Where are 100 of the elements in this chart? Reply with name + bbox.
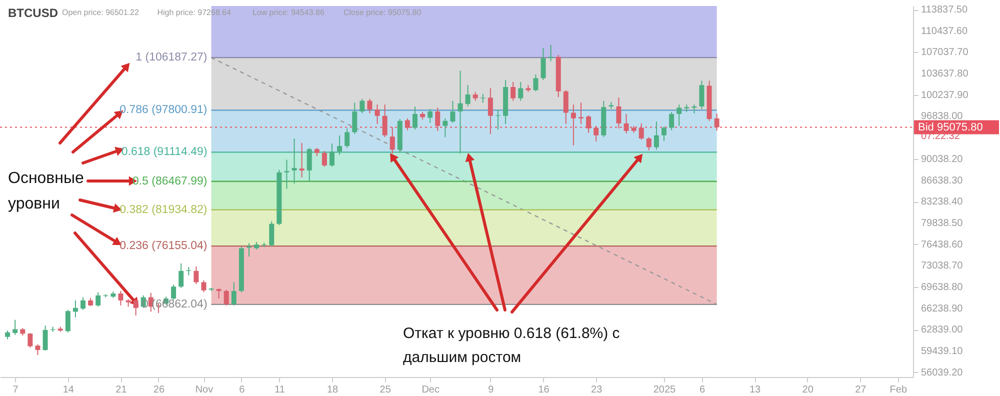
text: 07:22:32: [921, 131, 960, 142]
y-tick-label: 83238.40: [921, 196, 964, 208]
candlestick: [80, 296, 86, 310]
x-tick-label: 26: [153, 384, 165, 396]
y-tick-label: 100237.90: [921, 90, 969, 101]
candlestick: [171, 284, 176, 300]
candlestick: [201, 280, 206, 293]
candlestick: [442, 118, 448, 138]
y-tick-label: 113837.50: [921, 4, 968, 16]
x-tick-label: 23: [591, 384, 603, 396]
candlestick: [662, 126, 666, 142]
candlestick: [284, 159, 290, 190]
y-tick-label: 107037.70: [921, 47, 969, 58]
y-tick-label: 62839.00: [921, 324, 964, 336]
candlestick: [578, 102, 584, 125]
x-tick-label: 7: [12, 384, 19, 396]
annotation: Low price: 94543.86: [252, 8, 325, 17]
candlestick: [450, 100, 456, 124]
ref-line-label: 0.786 (97800.91): [120, 104, 208, 116]
x-tick-label: Dec: [422, 384, 440, 396]
candlestick: [231, 282, 236, 306]
x-tick-label: 2025: [653, 384, 676, 396]
candlestick: [714, 113, 720, 132]
x-tick-label: 27: [855, 384, 867, 396]
candlestick: [676, 104, 682, 126]
ref-line-label: 1 (106187.27): [136, 52, 208, 64]
candlestick: [435, 107, 440, 132]
candlestick: [12, 319, 18, 336]
annotation: Close price: 95075.80: [343, 8, 422, 17]
annotation: Откат к уровню 0.618 (61.8%) с дальшим ростом: [403, 325, 620, 366]
x-tick-label: 21: [116, 384, 128, 396]
y-tick-label: 110437.60: [921, 26, 968, 37]
candlestick: [458, 70, 463, 154]
x-tick-label: Nov: [195, 384, 214, 396]
candlestick: [216, 288, 222, 300]
y-tick-label: 103637.80: [921, 68, 969, 80]
x-tick-label: 14: [62, 384, 74, 396]
y-tick-label: 96838.00: [921, 111, 964, 122]
y-tick-label: 86638.30: [921, 175, 964, 186]
candlestick: [496, 109, 500, 130]
candlestick: [360, 98, 365, 114]
candlestick: [638, 122, 644, 140]
y-tick-label: 79838.50: [921, 218, 964, 229]
annotation: Open price: 96501.22: [62, 8, 140, 17]
candlestick: [616, 97, 622, 129]
candlestick: [269, 220, 274, 247]
candlestick: [65, 309, 70, 333]
x-tick-label: 16: [538, 384, 550, 396]
candlestick: [374, 104, 380, 125]
candlestick: [540, 48, 546, 81]
candlestick: [563, 90, 568, 125]
x-tick-label: 9: [488, 384, 494, 396]
candlestick: [570, 104, 576, 146]
candlestick: [518, 81, 524, 102]
candlestick: [624, 113, 629, 134]
ref-line-label: 0.5 (86467.99): [132, 175, 208, 188]
ref-line-label: 0.382 (81934.82): [120, 204, 208, 216]
candlestick: [352, 102, 358, 135]
x-tick-label: 18: [326, 384, 338, 396]
candlestick: [367, 98, 372, 114]
candlestick: [194, 266, 199, 285]
candlestick: [669, 112, 674, 131]
y-tick-label: 69638.80: [921, 282, 964, 293]
candlestick: [488, 88, 493, 135]
candlestick: [306, 147, 312, 182]
annotation: Основные уровни: [8, 170, 84, 213]
candlestick: [28, 332, 33, 348]
ref-line-label: 0.618 (91114.49): [121, 146, 208, 158]
candlestick: [594, 125, 599, 142]
x-tick-label: 25: [380, 384, 392, 396]
candlestick: [96, 292, 101, 308]
candlestick: [330, 142, 334, 168]
candlestick: [646, 136, 652, 151]
y-tick-label: 90038.20: [921, 154, 964, 165]
candlestick: [292, 138, 297, 184]
x-tick-label: 11: [274, 384, 286, 396]
x-tick-label: 20: [802, 384, 814, 396]
candlestick: [412, 106, 418, 130]
candlestick: [533, 74, 538, 92]
x-tick-label: 6: [699, 384, 706, 396]
candlestick: [586, 114, 592, 134]
candlestick: [404, 118, 410, 131]
candlestick: [382, 104, 388, 138]
candlestick: [428, 108, 433, 124]
y-tick-label: 76438.60: [921, 239, 964, 250]
candlestick: [178, 262, 184, 288]
candlestick: [72, 300, 78, 318]
x-tick-label: Feb: [890, 384, 908, 396]
candlestick: [42, 325, 48, 352]
candlestick: [390, 126, 395, 154]
candlestick: [35, 344, 40, 356]
y-tick-label: 66238.90: [921, 303, 964, 314]
candlestick: [337, 134, 342, 156]
candlestick: [344, 128, 350, 148]
y-tick-label: 59439.10: [921, 346, 964, 358]
y-tick-label: 73038.70: [921, 260, 964, 272]
x-tick-label: 13: [749, 384, 762, 396]
candlestick: [224, 289, 229, 306]
ref-line-label: 0.236 (76155.04): [120, 240, 208, 252]
candlestick: [118, 290, 124, 306]
